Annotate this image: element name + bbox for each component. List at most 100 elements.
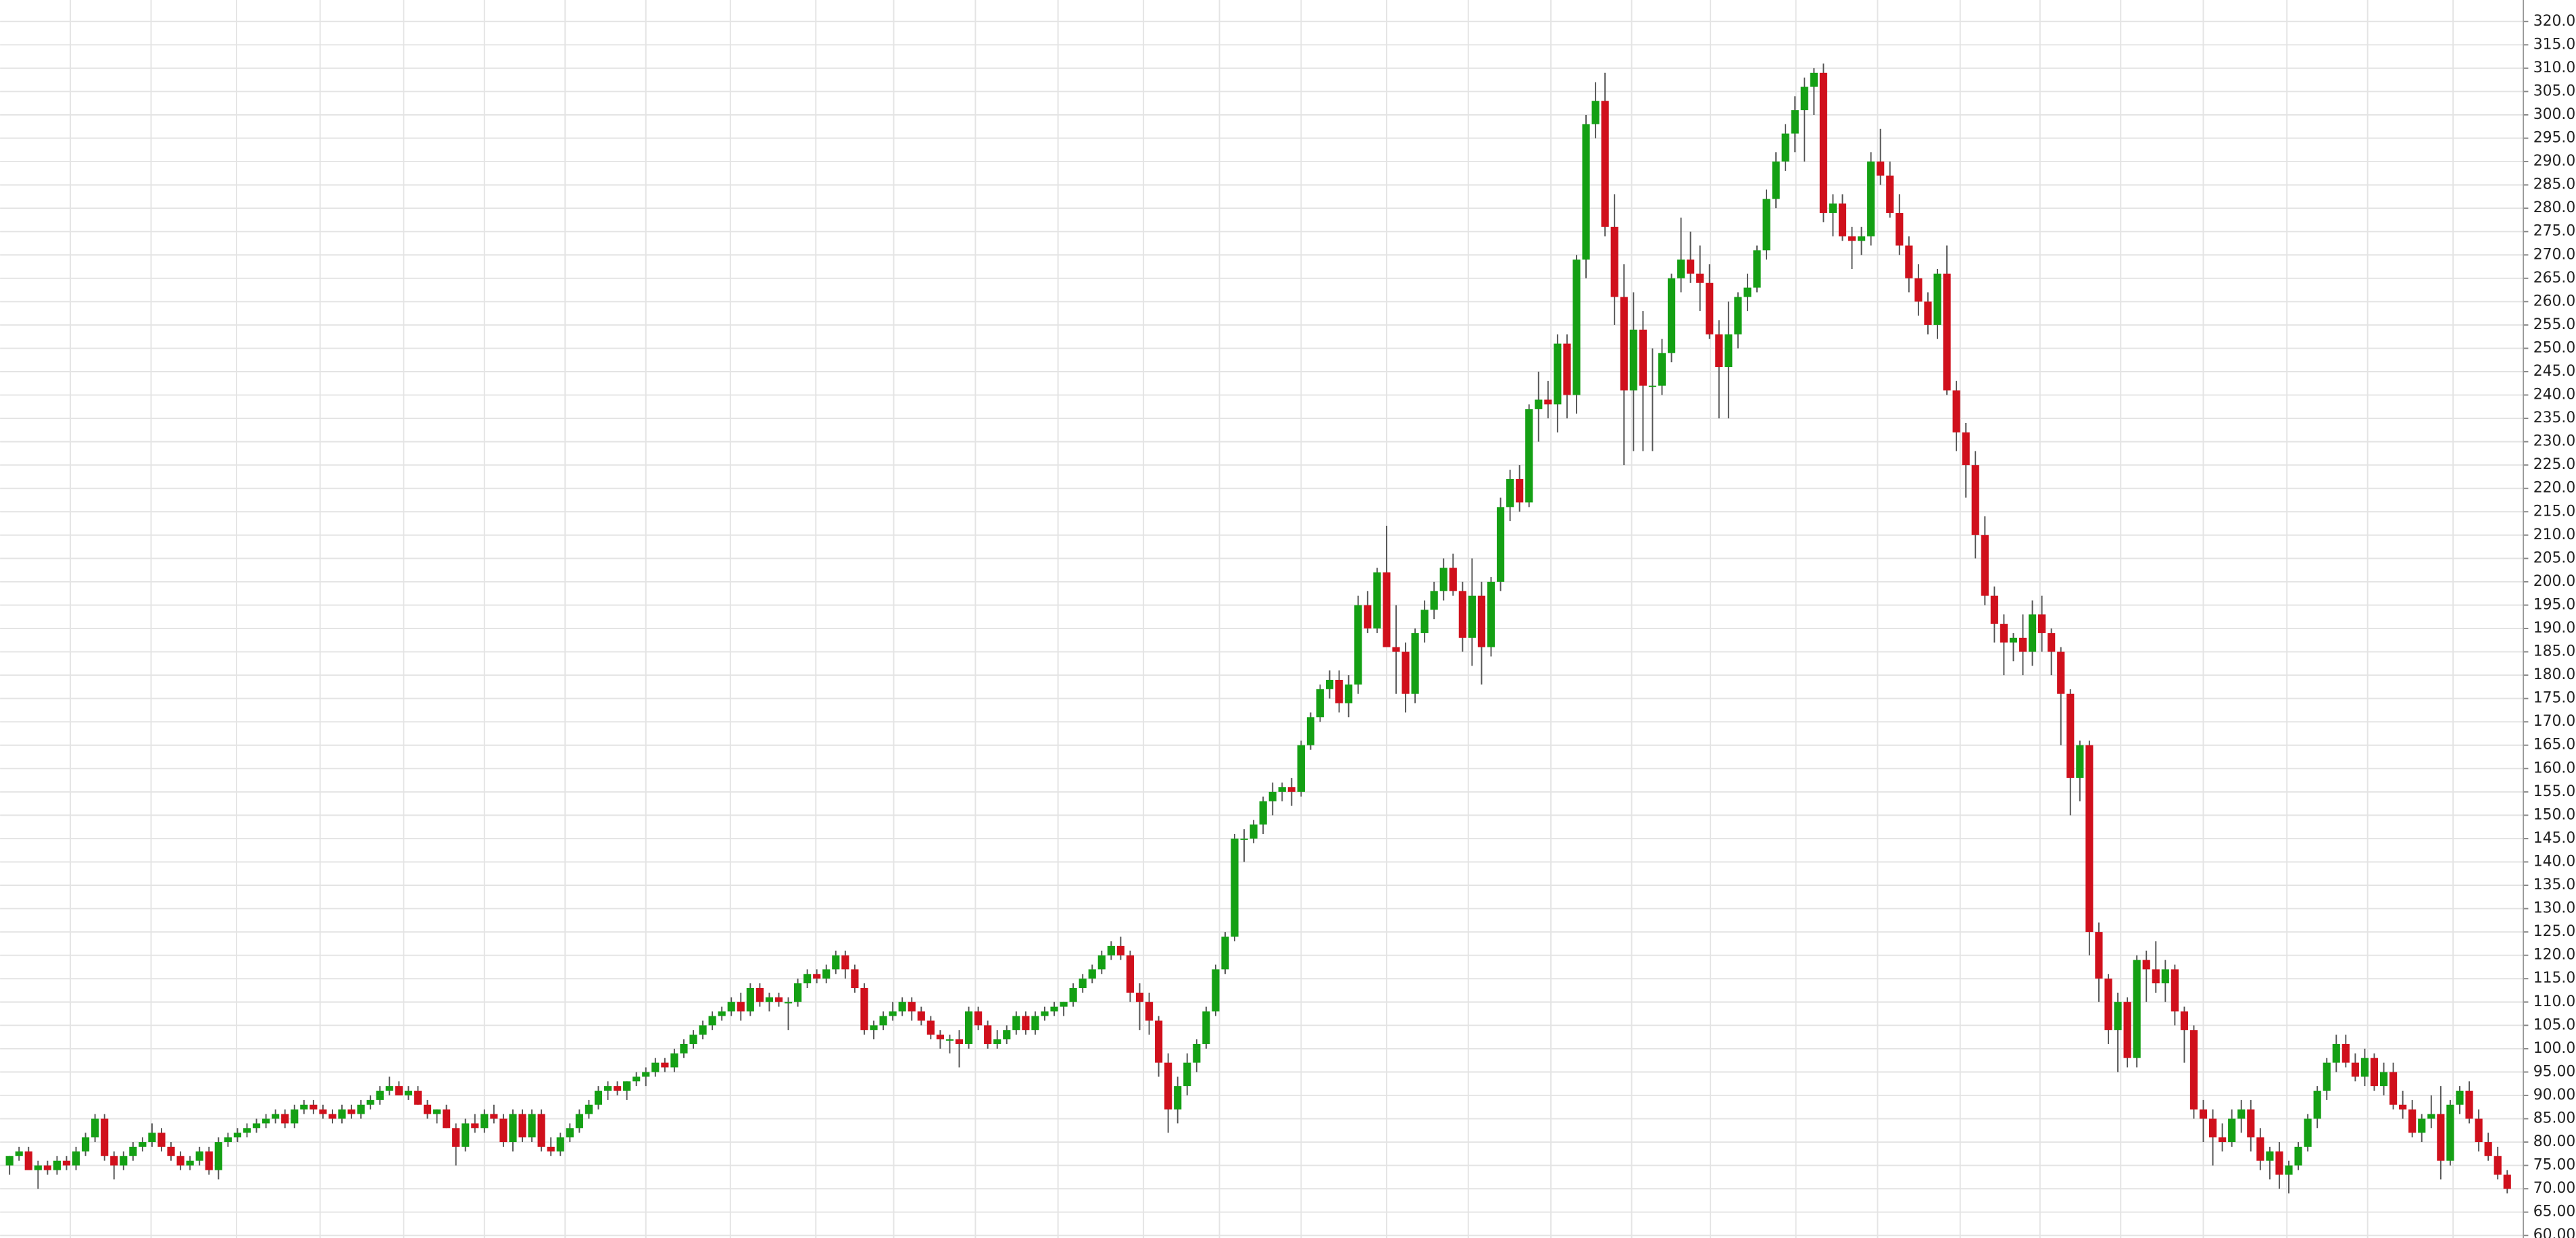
candle-body (2399, 1104, 2407, 1110)
y-tick-label: 180.00 (2533, 666, 2576, 683)
candle-body (594, 1091, 603, 1105)
candle-body (1383, 572, 1391, 647)
candle-body (1772, 162, 1780, 199)
candle-body (24, 1151, 32, 1170)
candle-body (432, 1109, 441, 1114)
y-tick-label: 230.00 (2533, 433, 2576, 450)
y-tick-label: 195.00 (2533, 596, 2576, 613)
candle-body (1041, 1011, 1049, 1016)
candle-body (1933, 273, 1941, 325)
candle-body (1706, 282, 1714, 335)
candle-body (556, 1137, 564, 1152)
candle-body (480, 1114, 489, 1129)
candle-body (889, 1011, 897, 1016)
candle-body (1183, 1062, 1191, 1087)
candle-body (385, 1086, 393, 1091)
candle-body (528, 1114, 536, 1138)
candle-body (462, 1123, 470, 1147)
candle-body (1402, 651, 1410, 694)
candle-body (262, 1118, 270, 1124)
candle-body (1335, 680, 1343, 703)
candle-body (2494, 1156, 2502, 1175)
candle-body (1060, 1001, 1068, 1007)
candle-body (1687, 259, 1695, 274)
candle-body (1506, 478, 1514, 507)
candle-body (2208, 1118, 2217, 1138)
candle-body (319, 1109, 327, 1114)
y-tick-label: 75.00 (2533, 1157, 2576, 1174)
candle-body (490, 1114, 498, 1119)
candle-body (898, 1001, 906, 1012)
candle-body (1591, 101, 1600, 124)
y-tick-label: 120.00 (2533, 947, 2576, 964)
candle-body (1905, 245, 1913, 278)
candle-body (1734, 297, 1742, 335)
candle-body (2342, 1043, 2350, 1063)
y-tick-label: 130.00 (2533, 900, 2576, 917)
candle-body (2228, 1118, 2236, 1143)
y-tick-label: 175.00 (2533, 690, 2576, 707)
candle-body (699, 1025, 707, 1035)
candle-body (214, 1142, 222, 1170)
y-tick-label: 260.00 (2533, 293, 2576, 310)
candle-body (499, 1118, 507, 1143)
candle-body (1012, 1016, 1020, 1031)
candle-body (813, 974, 821, 979)
candle-body (1516, 478, 1524, 503)
candle-body (157, 1133, 166, 1147)
candle-body (1202, 1011, 1210, 1044)
candle-body (1601, 101, 1609, 227)
candle-body (1667, 278, 1676, 353)
candle-body (1981, 535, 1989, 596)
candle-body (718, 1011, 726, 1016)
y-tick-label: 295.00 (2533, 130, 2576, 147)
candle-body (908, 1001, 916, 1012)
y-tick-label: 160.00 (2533, 760, 2576, 776)
candle-body (471, 1123, 479, 1129)
candle-body (613, 1086, 622, 1091)
candle-body (1725, 334, 1733, 368)
candle-body (1392, 647, 1400, 652)
candle-body (452, 1128, 460, 1147)
candle-body (233, 1133, 242, 1138)
candle-body (1971, 465, 1979, 535)
candle-body (575, 1114, 583, 1129)
y-tick-label: 190.00 (2533, 620, 2576, 637)
candle-body (1050, 1006, 1058, 1012)
candle-body (974, 1011, 983, 1026)
candle-body (1610, 226, 1618, 297)
candle-body (2294, 1146, 2302, 1166)
candle-body (1145, 1001, 1154, 1021)
candle-body (651, 1062, 660, 1072)
candle-body (2323, 1062, 2331, 1091)
candle-body (708, 1016, 716, 1026)
candle-body (1364, 605, 1372, 629)
y-tick-label: 200.00 (2533, 573, 2576, 590)
candle-body (1924, 301, 1932, 325)
candle-body (585, 1104, 593, 1114)
candle-body (737, 1001, 745, 1012)
candle-body (1297, 745, 1306, 792)
candle-body (1572, 259, 1581, 395)
candle-body (167, 1146, 175, 1156)
y-tick-label: 80.00 (2533, 1133, 2576, 1150)
candle-body (1268, 791, 1277, 801)
candle-body (1287, 787, 1295, 792)
y-tick-label: 105.00 (2533, 1016, 2576, 1033)
candle-body (2076, 745, 2084, 778)
candle-body (272, 1114, 280, 1119)
candle-body (1554, 343, 1562, 405)
candle-body (1116, 945, 1125, 956)
candle-body (2180, 1011, 2188, 1031)
candle-body (2360, 1058, 2369, 1077)
candle-body (623, 1081, 631, 1091)
candle-body (746, 988, 754, 1012)
candle-body (2351, 1062, 2359, 1077)
candle-body (1677, 259, 1685, 278)
candle-body (984, 1025, 992, 1044)
candle-body (1155, 1020, 1163, 1063)
y-tick-label: 220.00 (2533, 480, 2576, 497)
candle-body (2332, 1043, 2340, 1063)
y-tick-label: 285.00 (2533, 176, 2576, 193)
